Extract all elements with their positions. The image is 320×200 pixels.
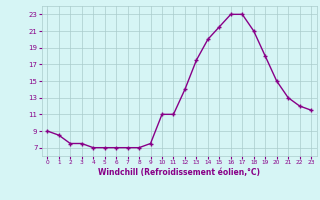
- X-axis label: Windchill (Refroidissement éolien,°C): Windchill (Refroidissement éolien,°C): [98, 168, 260, 177]
